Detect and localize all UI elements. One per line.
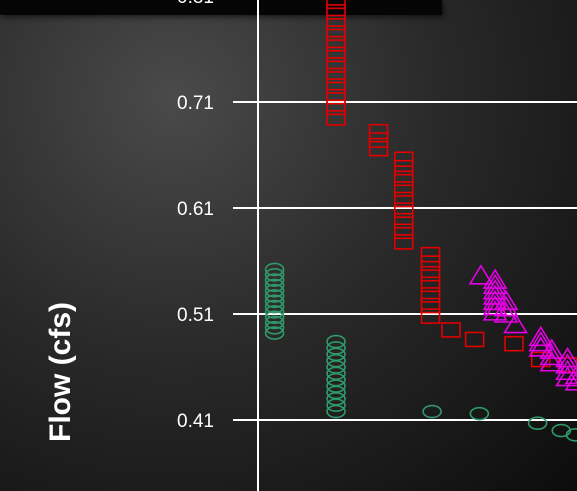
circle-marker [422, 404, 442, 419]
square-marker [393, 212, 414, 229]
triangle-marker [555, 366, 577, 387]
circle-marker [326, 341, 346, 355]
triangle-marker [493, 296, 519, 317]
square-marker [393, 234, 414, 250]
square-marker [326, 78, 346, 94]
gridlines [233, 101, 577, 421]
triangle-marker [528, 331, 554, 352]
square-marker [420, 287, 441, 303]
circle-marker [264, 262, 285, 277]
square-marker [326, 25, 346, 41]
circle-marker [264, 299, 285, 314]
square-marker [420, 246, 441, 263]
circle-marker [565, 428, 577, 442]
square-marker [326, 99, 346, 116]
circle-marker [264, 267, 285, 282]
square-marker [326, 110, 346, 126]
triangle-marker [503, 313, 529, 334]
square-marker [326, 35, 346, 52]
square-marker [326, 14, 346, 31]
square-marker [464, 331, 485, 348]
y-tick-label: 0.51 [177, 305, 214, 326]
square-marker [326, 88, 346, 105]
square-marker [420, 265, 441, 282]
circle-marker [469, 406, 490, 421]
y-tick-label: 0.81 [177, 0, 214, 8]
square-marker [326, 46, 346, 63]
y-tick-label: 0.41 [177, 411, 214, 432]
square-marker [368, 123, 389, 140]
circle-marker [264, 310, 285, 324]
square-marker [368, 132, 389, 148]
square-marker [326, 4, 346, 20]
square-marker [393, 159, 414, 176]
circle-marker [527, 416, 548, 430]
square-marker [420, 255, 441, 271]
data-points [264, 0, 577, 442]
square-marker [420, 276, 441, 293]
square-marker [393, 170, 414, 187]
y-tick-labels: 0.41 0.51 0.61 0.71 0.81 [177, 0, 214, 432]
square-marker [393, 191, 414, 208]
circle-marker [264, 278, 285, 293]
triangle-marker [539, 338, 565, 359]
square-marker [368, 140, 389, 157]
triangle-marker [555, 353, 577, 374]
square-marker [393, 202, 414, 218]
triangle-marker [564, 363, 577, 385]
circle-marker [264, 320, 285, 335]
circle-marker [326, 334, 346, 349]
triangle-marker [539, 344, 565, 366]
triangle-marker [528, 336, 554, 357]
square-marker [441, 322, 461, 338]
triangle-marker [482, 279, 508, 300]
square-marker [504, 335, 524, 352]
circle-marker [551, 423, 572, 438]
square-marker [393, 151, 414, 168]
square-marker [393, 223, 414, 240]
square-marker [326, 0, 346, 10]
title-box [0, 0, 442, 15]
circle-marker [264, 294, 285, 309]
triangle-marker [528, 325, 554, 347]
square-marker [420, 308, 441, 324]
triangle-marker [482, 300, 508, 321]
triangle-marker [539, 351, 565, 372]
triangle-marker [482, 273, 508, 295]
triangle-marker [493, 289, 519, 311]
circle-marker [264, 283, 285, 298]
triangle-marker [493, 302, 519, 323]
square-marker [326, 67, 346, 84]
square-marker [420, 297, 441, 314]
triangle-marker [555, 359, 577, 381]
y-tick-label: 0.61 [177, 199, 214, 220]
circle-marker [264, 273, 285, 287]
circle-marker [264, 305, 285, 319]
square-marker [326, 57, 346, 73]
triangle-marker [468, 264, 494, 285]
square-marker [530, 351, 551, 368]
triangle-marker [482, 284, 508, 305]
triangle-marker [564, 370, 577, 391]
circle-marker [264, 289, 285, 303]
circle-marker [264, 326, 285, 340]
y-tick-label: 0.71 [177, 93, 214, 114]
triangle-marker [482, 268, 508, 289]
y-axis-label: Flow (cfs) [44, 302, 77, 442]
circle-marker [264, 315, 285, 330]
square-marker [393, 181, 414, 197]
